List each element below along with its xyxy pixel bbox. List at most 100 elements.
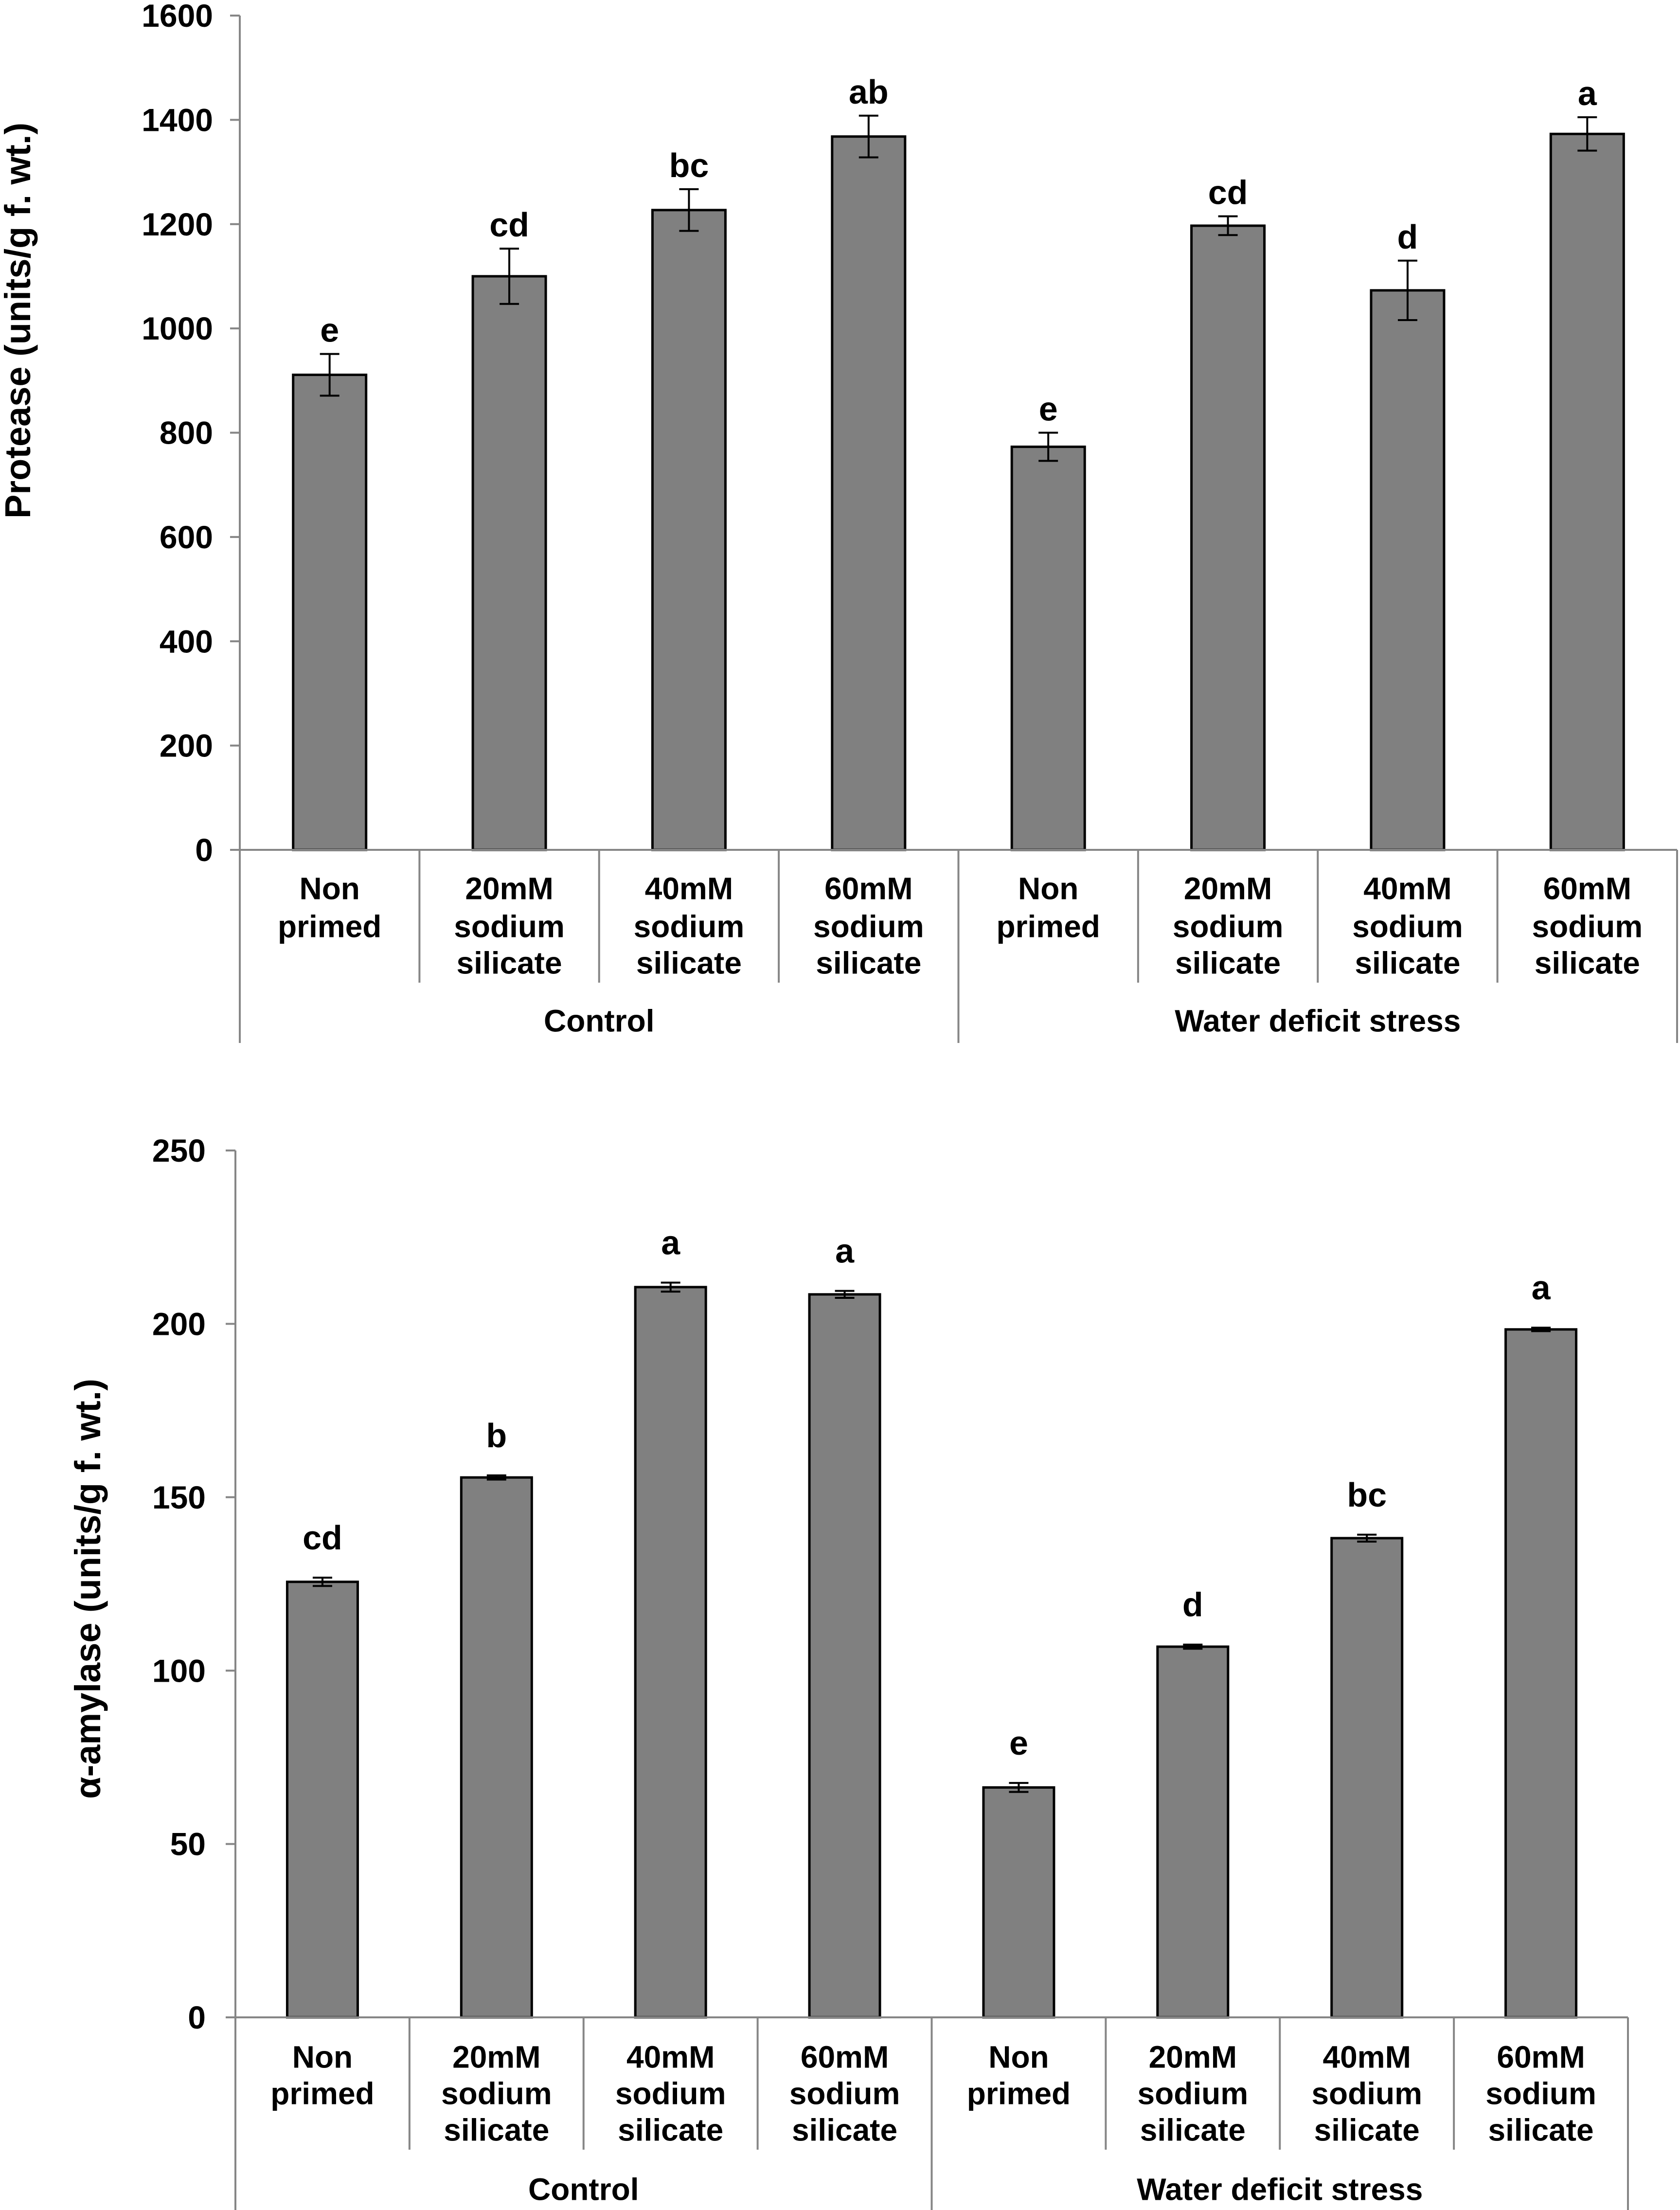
- alpha-amylase-category-label: 20mM: [1149, 2039, 1237, 2074]
- protease-significance-letter: cd: [1208, 174, 1248, 212]
- protease-significance-letter: a: [1578, 74, 1597, 112]
- alpha-amylase-error-bar: [661, 1281, 680, 1293]
- protease-significance-letter: ab: [849, 73, 889, 111]
- protease-group-label: Control: [544, 1003, 655, 1038]
- protease-bar: [471, 275, 547, 851]
- alpha-amylase-bar: [1156, 1645, 1230, 2019]
- alpha-amylase-y-tick-label: 200: [152, 1306, 206, 1342]
- alpha-amylase-error-bar: [1183, 1643, 1203, 1650]
- alpha-amylase-category-label: silicate: [618, 2112, 723, 2147]
- protease-bar: [1010, 445, 1086, 851]
- protease-error-bar: [1218, 215, 1238, 236]
- protease-error-bar: [679, 188, 699, 232]
- protease-y-tick-label: 1000: [142, 310, 213, 346]
- protease-category-label: sodium: [813, 909, 924, 944]
- protease-category-label: Non: [299, 871, 359, 906]
- protease-bar: [292, 374, 368, 851]
- protease-category-label: 20mM: [465, 871, 553, 906]
- protease-significance-letter: bc: [669, 146, 709, 184]
- alpha-amylase-error-bar: [1009, 1782, 1029, 1793]
- protease-category-label: silicate: [816, 945, 921, 980]
- protease-category-label: Non: [1018, 871, 1078, 906]
- alpha-amylase-category-label: silicate: [1314, 2112, 1420, 2147]
- alpha-amylase-y-axis-title: α-amylase (units/g f. wt.): [68, 1379, 108, 1799]
- alpha-amylase-bar: [286, 1581, 359, 2019]
- alpha-amylase-chart: α-amylase (units/g f. wt.) 0 50 100 150 200 2…: [68, 1132, 1629, 2210]
- protease-category-label: silicate: [457, 945, 562, 980]
- alpha-amylase-bar: [460, 1476, 533, 2019]
- protease-y-tick-label: 1600: [142, 0, 213, 34]
- alpha-amylase-category-label: primed: [270, 2076, 374, 2111]
- alpha-amylase-category-label: sodium: [789, 2076, 900, 2111]
- protease-chart: Protease (units/g f. wt.) 0 200 400 600 800 1…: [0, 0, 1678, 1043]
- alpha-amylase-significance-letter: a: [835, 1232, 855, 1270]
- alpha-amylase-category-label: primed: [967, 2076, 1071, 2111]
- protease-category-label: primed: [997, 909, 1100, 944]
- protease-error-bar: [320, 353, 340, 397]
- alpha-amylase-category-label: silicate: [1488, 2112, 1594, 2147]
- alpha-amylase-group-label: Water deficit stress: [1137, 2172, 1423, 2207]
- protease-bar: [651, 209, 727, 851]
- alpha-amylase-significance-letter: b: [486, 1417, 507, 1455]
- protease-bar: [1190, 224, 1266, 851]
- protease-category-label: silicate: [636, 945, 742, 980]
- alpha-amylase-category-label: silicate: [444, 2112, 549, 2147]
- protease-category-label: sodium: [1532, 909, 1643, 944]
- alpha-amylase-bar: [1504, 1328, 1578, 2019]
- alpha-amylase-category-label: Non: [292, 2039, 353, 2074]
- alpha-amylase-group-label: Control: [528, 2172, 639, 2207]
- protease-category-label: silicate: [1355, 945, 1460, 980]
- protease-y-tick-label: 800: [160, 415, 213, 451]
- alpha-amylase-significance-letter: a: [661, 1224, 680, 1262]
- protease-category-label: 60mM: [1543, 871, 1631, 906]
- alpha-amylase-category-label: sodium: [441, 2076, 552, 2111]
- protease-group-label: Water deficit stress: [1175, 1003, 1461, 1038]
- alpha-amylase-bar: [634, 1286, 707, 2019]
- protease-y-tick-label: 1200: [142, 206, 213, 242]
- alpha-amylase-y-tick-label: 150: [152, 1479, 206, 1515]
- protease-significance-letter: e: [1039, 390, 1058, 428]
- alpha-amylase-bar: [808, 1293, 881, 2019]
- protease-category-label: 40mM: [1363, 871, 1451, 906]
- protease-category-label: sodium: [1352, 909, 1463, 944]
- protease-y-tick-label: 1400: [142, 102, 213, 138]
- alpha-amylase-y-tick-label: 50: [170, 1826, 206, 1862]
- protease-category-label: 20mM: [1184, 871, 1272, 906]
- alpha-amylase-error-bar: [1531, 1327, 1551, 1332]
- alpha-amylase-significance-letter: cd: [303, 1519, 342, 1557]
- protease-y-axis-title: Protease (units/g f. wt.): [0, 123, 38, 519]
- protease-error-bar: [858, 114, 878, 159]
- alpha-amylase-significance-letter: d: [1182, 1586, 1203, 1624]
- alpha-amylase-error-bar: [486, 1474, 506, 1481]
- protease-category-label: sodium: [454, 909, 565, 944]
- alpha-amylase-category-label: 40mM: [626, 2039, 715, 2074]
- protease-y-tick-label: 200: [160, 728, 213, 764]
- protease-bar: [1549, 132, 1625, 851]
- protease-category-label: sodium: [634, 909, 745, 944]
- protease-category-label: sodium: [1173, 909, 1284, 944]
- protease-significance-letter: d: [1397, 218, 1418, 256]
- protease-bar: [1370, 289, 1446, 851]
- protease-error-bar: [1577, 116, 1597, 152]
- protease-category-label: 60mM: [824, 871, 912, 906]
- alpha-amylase-y-tick-label: 100: [152, 1653, 206, 1689]
- alpha-amylase-category-label: Non: [988, 2039, 1049, 2074]
- alpha-amylase-category-label: 60mM: [1497, 2039, 1585, 2074]
- protease-bar: [831, 135, 907, 851]
- alpha-amylase-bar: [1330, 1537, 1404, 2019]
- alpha-amylase-category-label: 20mM: [452, 2039, 540, 2074]
- alpha-amylase-category-label: silicate: [1140, 2112, 1246, 2147]
- alpha-amylase-category-label: silicate: [792, 2112, 897, 2147]
- alpha-amylase-category-label: sodium: [1485, 2076, 1596, 2111]
- alpha-amylase-y-tick-label: 0: [188, 1999, 206, 2035]
- alpha-amylase-significance-letter: bc: [1347, 1476, 1387, 1514]
- alpha-amylase-significance-letter: a: [1532, 1269, 1551, 1307]
- alpha-amylase-bar: [982, 1786, 1055, 2019]
- alpha-amylase-category-label: 60mM: [801, 2039, 889, 2074]
- alpha-amylase-category-label: sodium: [1138, 2076, 1249, 2111]
- protease-category-label: silicate: [1175, 945, 1281, 980]
- alpha-amylase-y-tick-label: 250: [152, 1132, 206, 1168]
- alpha-amylase-category-label: sodium: [1311, 2076, 1422, 2111]
- protease-category-label: silicate: [1535, 945, 1640, 980]
